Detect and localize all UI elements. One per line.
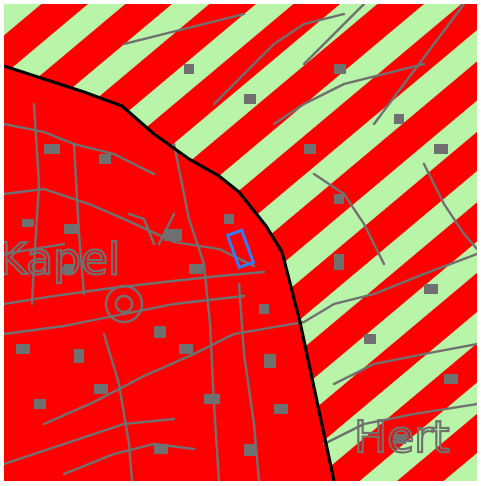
place-label-right: Hert xyxy=(354,412,450,463)
selection-marker[interactable] xyxy=(225,228,256,270)
zone-boundary xyxy=(4,64,336,481)
topography-layer xyxy=(4,4,477,481)
buildings-layer xyxy=(16,64,458,456)
solid-zone xyxy=(4,66,334,481)
map-frame[interactable]: Kapel Hert xyxy=(4,4,477,481)
place-label-left: Kapel xyxy=(4,234,120,285)
map-canvas[interactable]: Kapel Hert xyxy=(4,4,477,481)
